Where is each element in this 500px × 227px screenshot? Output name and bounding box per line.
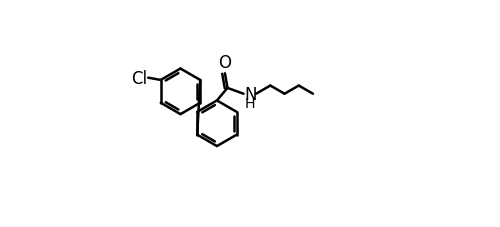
Text: N: N	[244, 85, 257, 103]
Text: O: O	[218, 53, 232, 71]
Text: Cl: Cl	[131, 69, 147, 87]
Text: H: H	[244, 96, 256, 110]
